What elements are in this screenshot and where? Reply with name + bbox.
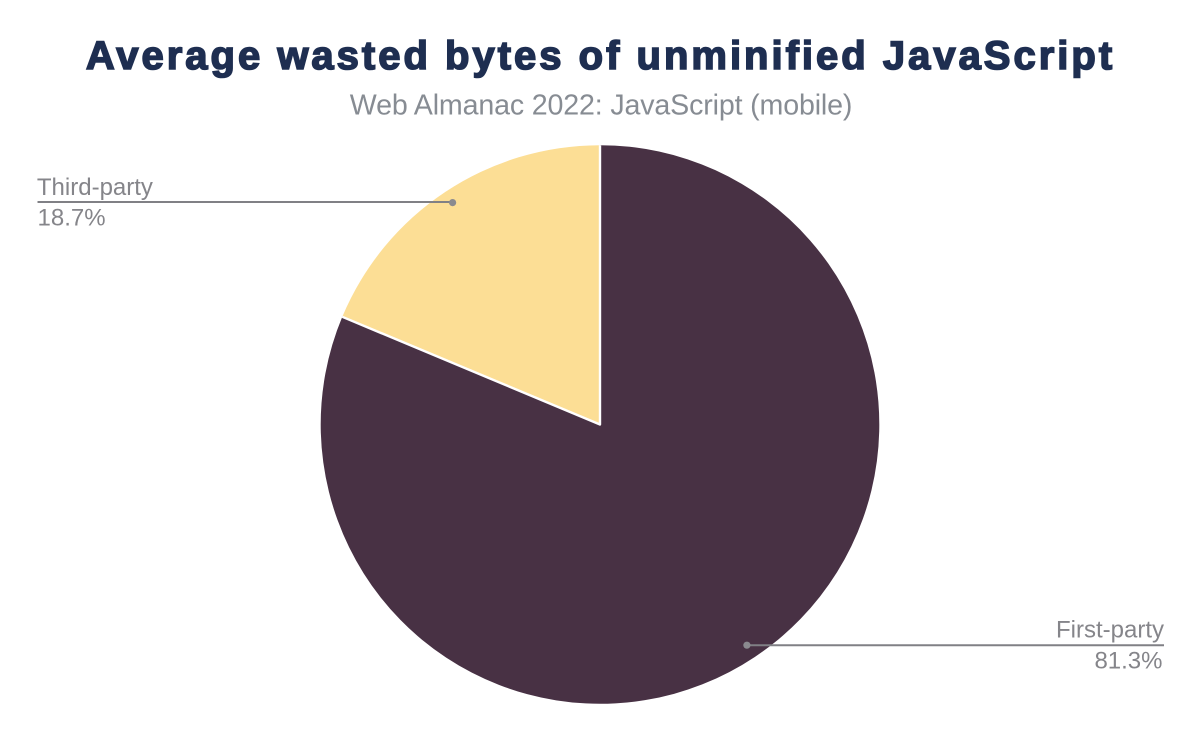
svg-text:First-party: First-party <box>1056 617 1164 644</box>
svg-text:81.3%: 81.3% <box>1094 647 1162 674</box>
svg-text:Third-party: Third-party <box>37 174 153 201</box>
svg-text:18.7%: 18.7% <box>38 205 106 232</box>
svg-text:Average wasted bytes of unmini: Average wasted bytes of unminified JavaS… <box>86 34 1115 78</box>
svg-text:Web Almanac 2022: JavaScript (: Web Almanac 2022: JavaScript (mobile) <box>350 90 853 122</box>
